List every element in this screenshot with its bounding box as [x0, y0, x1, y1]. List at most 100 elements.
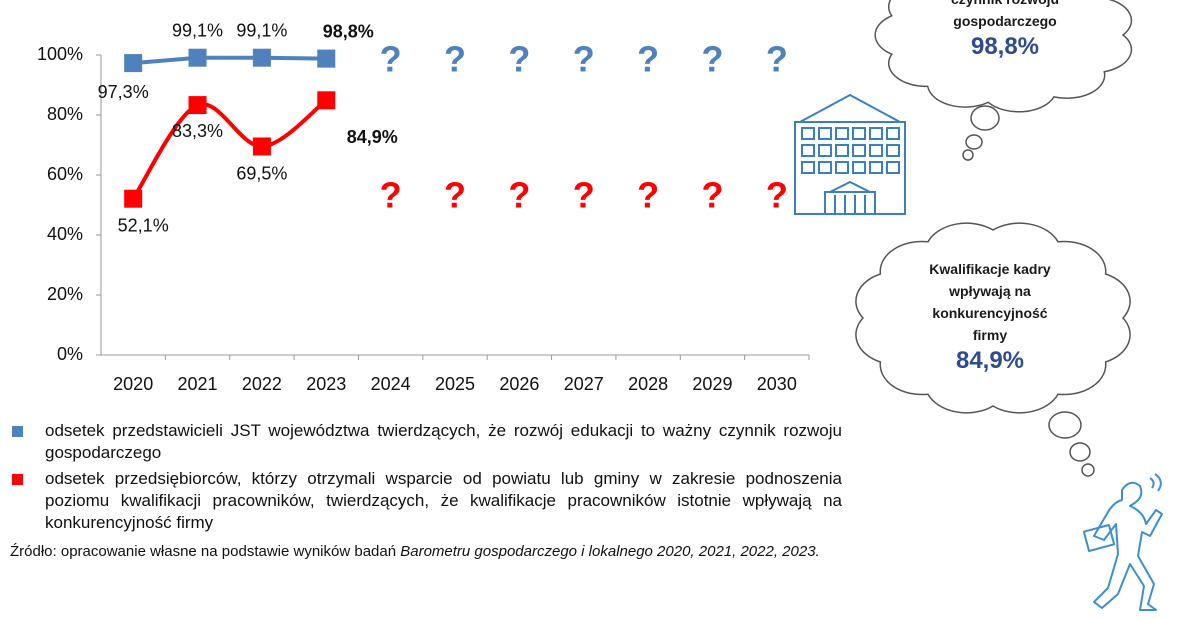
cloud-bubble: [963, 150, 973, 160]
building-window: [887, 145, 899, 156]
callout-value: 98,8%: [905, 32, 1105, 62]
cloud-bubble: [971, 106, 999, 130]
data-label: 98,8%: [323, 21, 374, 41]
x-tick-label: 2020: [113, 374, 153, 394]
y-tick-label: 20%: [47, 284, 83, 304]
unknown-mark: ?: [444, 39, 466, 80]
unknown-mark: ?: [637, 175, 659, 216]
callout-line: Kwalifikacje kadry: [890, 258, 1090, 280]
marker: [189, 96, 207, 114]
data-label: 84,9%: [347, 127, 398, 147]
x-tick-label: 2027: [564, 374, 604, 394]
source: Źródło: opracowanie własne na podstawie …: [10, 542, 838, 561]
data-label: 99,1%: [172, 20, 223, 40]
unknown-mark: ?: [637, 39, 659, 80]
marker: [317, 50, 335, 68]
data-label: 69,5%: [236, 163, 287, 183]
x-tick-label: 2024: [371, 374, 411, 394]
data-label: 99,1%: [236, 20, 287, 40]
marker: [124, 54, 142, 72]
data-label: 52,1%: [118, 215, 169, 235]
x-tick-label: 2025: [435, 374, 475, 394]
callout-value: 84,9%: [890, 346, 1090, 376]
building-window: [870, 162, 882, 173]
page: 0% 20% 40% 60% 80% 100% 2020 2021 2022 2023 2024 20…: [0, 0, 1195, 619]
building-window: [819, 145, 831, 156]
x-tick-label: 2029: [692, 374, 732, 394]
callout-top: czynnik rozwojugospodarczego98,8%: [905, 0, 1105, 62]
callout-line: czynnik rozwoju: [905, 0, 1105, 10]
x-tick-label: 2022: [242, 374, 282, 394]
x-tick-label: 2030: [757, 374, 797, 394]
building-window: [819, 128, 831, 139]
building-window: [853, 162, 865, 173]
unknown-mark: ?: [380, 175, 402, 216]
callout-line: konkurencyjność: [890, 302, 1090, 324]
series-line: [133, 100, 326, 198]
x-tick-label: 2028: [628, 374, 668, 394]
building-window: [887, 128, 899, 139]
series-line: [133, 58, 326, 63]
source-italic: Barometru gospodarczego i lokalnego 2020…: [400, 543, 819, 560]
y-tick-label: 100%: [37, 44, 83, 64]
unknown-mark: ?: [508, 175, 530, 216]
building-window: [870, 128, 882, 139]
legend-label: odsetek przedsiębiorców, którzy otrzymal…: [45, 468, 842, 534]
building-window: [887, 162, 899, 173]
unknown-mark: ?: [766, 39, 788, 80]
callout-line: firmy: [890, 324, 1090, 346]
marker: [317, 91, 335, 109]
person-icon: [1084, 474, 1162, 610]
y-tick-label: 0%: [57, 344, 83, 364]
y-tick-label: 80%: [47, 104, 83, 124]
unknown-mark: ?: [701, 175, 723, 216]
x-tick-label: 2026: [499, 374, 539, 394]
cloud-bubble: [1070, 443, 1090, 461]
building-window: [802, 128, 814, 139]
cloud-bubble: [1082, 464, 1094, 476]
building-window: [802, 145, 814, 156]
building-window: [819, 162, 831, 173]
building-window: [836, 145, 848, 156]
person-signal: [1150, 474, 1161, 491]
building-window: [853, 145, 865, 156]
y-tick-label: 40%: [47, 224, 83, 244]
legend-label: odsetek przedstawicieli JST województwa …: [45, 420, 842, 464]
building-icon: [795, 95, 905, 214]
legend-swatch: [12, 426, 23, 437]
unknown-mark: ?: [701, 39, 723, 80]
x-tick-label: 2021: [178, 374, 218, 394]
marker: [253, 49, 271, 67]
building-body: [795, 122, 905, 214]
marker: [253, 138, 271, 156]
x-tick-label: 2023: [306, 374, 346, 394]
unknown-mark: ?: [380, 39, 402, 80]
building-window: [836, 162, 848, 173]
unknown-mark: ?: [573, 175, 595, 216]
building-window: [853, 128, 865, 139]
cloud-bubble: [1049, 412, 1081, 438]
building-window: [802, 162, 814, 173]
data-label: 97,3%: [98, 82, 149, 102]
data-label: 83,3%: [172, 121, 223, 141]
legend-item: odsetek przedstawicieli JST województwa …: [10, 420, 842, 464]
legend: odsetek przedstawicieli JST województwa …: [10, 420, 842, 561]
marker: [124, 190, 142, 208]
marker: [189, 49, 207, 67]
building-window: [870, 145, 882, 156]
building-roof: [800, 95, 900, 122]
callout-line: wpływają na: [890, 280, 1090, 302]
callout-line: gospodarczego: [905, 10, 1105, 32]
legend-item: odsetek przedsiębiorców, którzy otrzymal…: [10, 468, 842, 534]
unknown-mark: ?: [766, 175, 788, 216]
building-portal: [825, 182, 875, 213]
legend-swatch: [12, 474, 23, 485]
y-tick-label: 60%: [47, 164, 83, 184]
unknown-mark: ?: [573, 39, 595, 80]
unknown-mark: ?: [508, 39, 530, 80]
cloud-bubble: [966, 135, 982, 149]
building-window: [836, 128, 848, 139]
source-text: Źródło: opracowanie własne na podstawie …: [10, 543, 400, 560]
unknown-mark: ?: [444, 175, 466, 216]
